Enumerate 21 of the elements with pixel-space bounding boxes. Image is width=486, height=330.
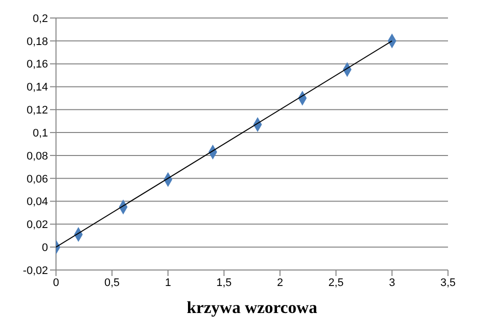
y-tick-label: 0,04 [26,196,48,208]
y-tick-label: 0,1 [32,127,48,140]
y-tick-label: 0,2 [32,12,48,25]
x-tick-label: 1,5 [216,276,232,289]
y-tick-label: 0,12 [26,104,48,117]
x-tick-label: 0 [52,276,60,289]
y-tick-label: 0,16 [26,58,48,71]
y-tick-label: -0,02 [22,264,48,277]
x-tick-label: 3,5 [440,276,456,289]
x-tick-label: 0,5 [104,276,120,289]
x-axis-title: krzywa wzorcowa [186,298,318,318]
y-tick-label: 0,14 [26,82,48,94]
x-tick-label: 1 [164,276,172,289]
y-tick-label: 0,06 [26,173,48,186]
y-tick-label: 0,02 [26,219,48,232]
y-tick-label: 0,18 [26,36,48,48]
x-tick-label: 2,5 [328,276,344,289]
y-tick-label: 0 [42,242,48,254]
x-tick-label: 3 [388,276,396,289]
x-tick-label: 2 [276,276,284,289]
y-tick-label: 0,08 [26,150,48,162]
